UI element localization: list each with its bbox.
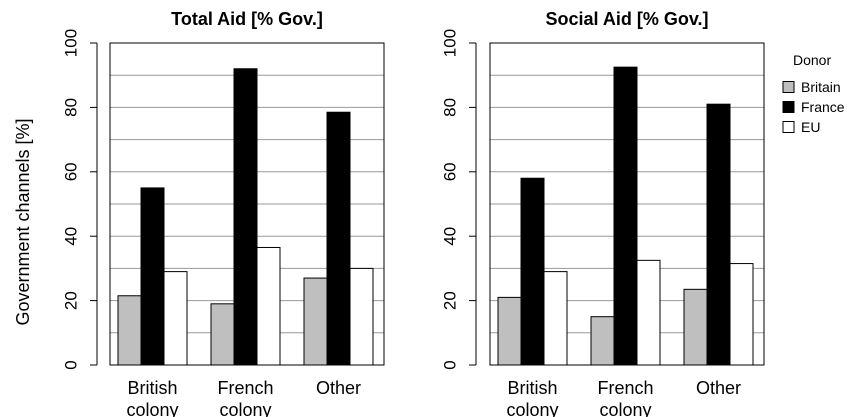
bar-eu-1 — [636, 259, 661, 366]
y-tick-label: 40 — [62, 227, 81, 246]
bar-britain-1 — [210, 303, 235, 366]
category-label: colony — [126, 400, 178, 417]
bar-britain-2 — [683, 288, 708, 366]
legend-swatch-france — [782, 101, 795, 113]
bar-eu-2 — [349, 267, 374, 366]
bar-france-0 — [140, 187, 165, 366]
y-tick-label: 60 — [62, 162, 81, 181]
legend-label: France — [801, 99, 845, 115]
chart-title: Total Aid [% Gov.] — [171, 9, 323, 29]
bar-france-0 — [520, 177, 545, 366]
bar-france-2 — [326, 111, 351, 366]
category-label: British — [127, 378, 177, 398]
panel-total-aid: 0 20 40 60 80 100 British colony French colony Oth… — [13, 9, 385, 417]
category-label: colony — [219, 400, 271, 417]
bar-eu-1 — [256, 246, 281, 366]
bar-eu-0 — [543, 271, 568, 366]
bar-eu-2 — [729, 263, 754, 366]
bar-britain-0 — [497, 296, 522, 366]
bar-france-2 — [706, 103, 731, 366]
y-tick-label: 20 — [441, 291, 460, 310]
y-tick-label: 80 — [441, 98, 460, 117]
bar-britain-1 — [590, 316, 615, 366]
bar-eu-0 — [163, 271, 188, 366]
bar-france-1 — [233, 68, 258, 366]
bar-france-1 — [613, 66, 638, 366]
y-tick-label: 100 — [441, 29, 460, 57]
bar-britain-2 — [303, 277, 328, 366]
legend-label: Britain — [801, 79, 841, 95]
category-label: British — [507, 378, 557, 398]
legend-title: Donor — [793, 52, 831, 68]
bar-britain-0 — [117, 295, 142, 366]
y-tick-label: 100 — [62, 29, 81, 57]
y-tick-label: 80 — [62, 98, 81, 117]
legend-swatch-britain — [782, 81, 795, 93]
category-label: colony — [599, 400, 651, 417]
y-tick-label: 0 — [62, 360, 81, 369]
category-label: Other — [316, 378, 361, 398]
y-tick-label: 60 — [441, 162, 460, 181]
category-label: French — [217, 378, 273, 398]
category-label: colony — [506, 400, 558, 417]
legend-label: EU — [801, 119, 820, 135]
y-axis-label: Government channels [%] — [13, 118, 33, 325]
legend: Donor Britain France EU — [782, 52, 845, 135]
y-tick-label: 40 — [441, 227, 460, 246]
category-label: French — [597, 378, 653, 398]
y-tick-label: 20 — [62, 291, 81, 310]
panel-social-aid: 0 20 40 60 80 100 British colony French colony Oth… — [441, 9, 765, 417]
y-tick-label: 0 — [441, 360, 460, 369]
chart-title: Social Aid [% Gov.] — [545, 9, 708, 29]
legend-swatch-eu — [782, 121, 795, 133]
category-label: Other — [696, 378, 741, 398]
